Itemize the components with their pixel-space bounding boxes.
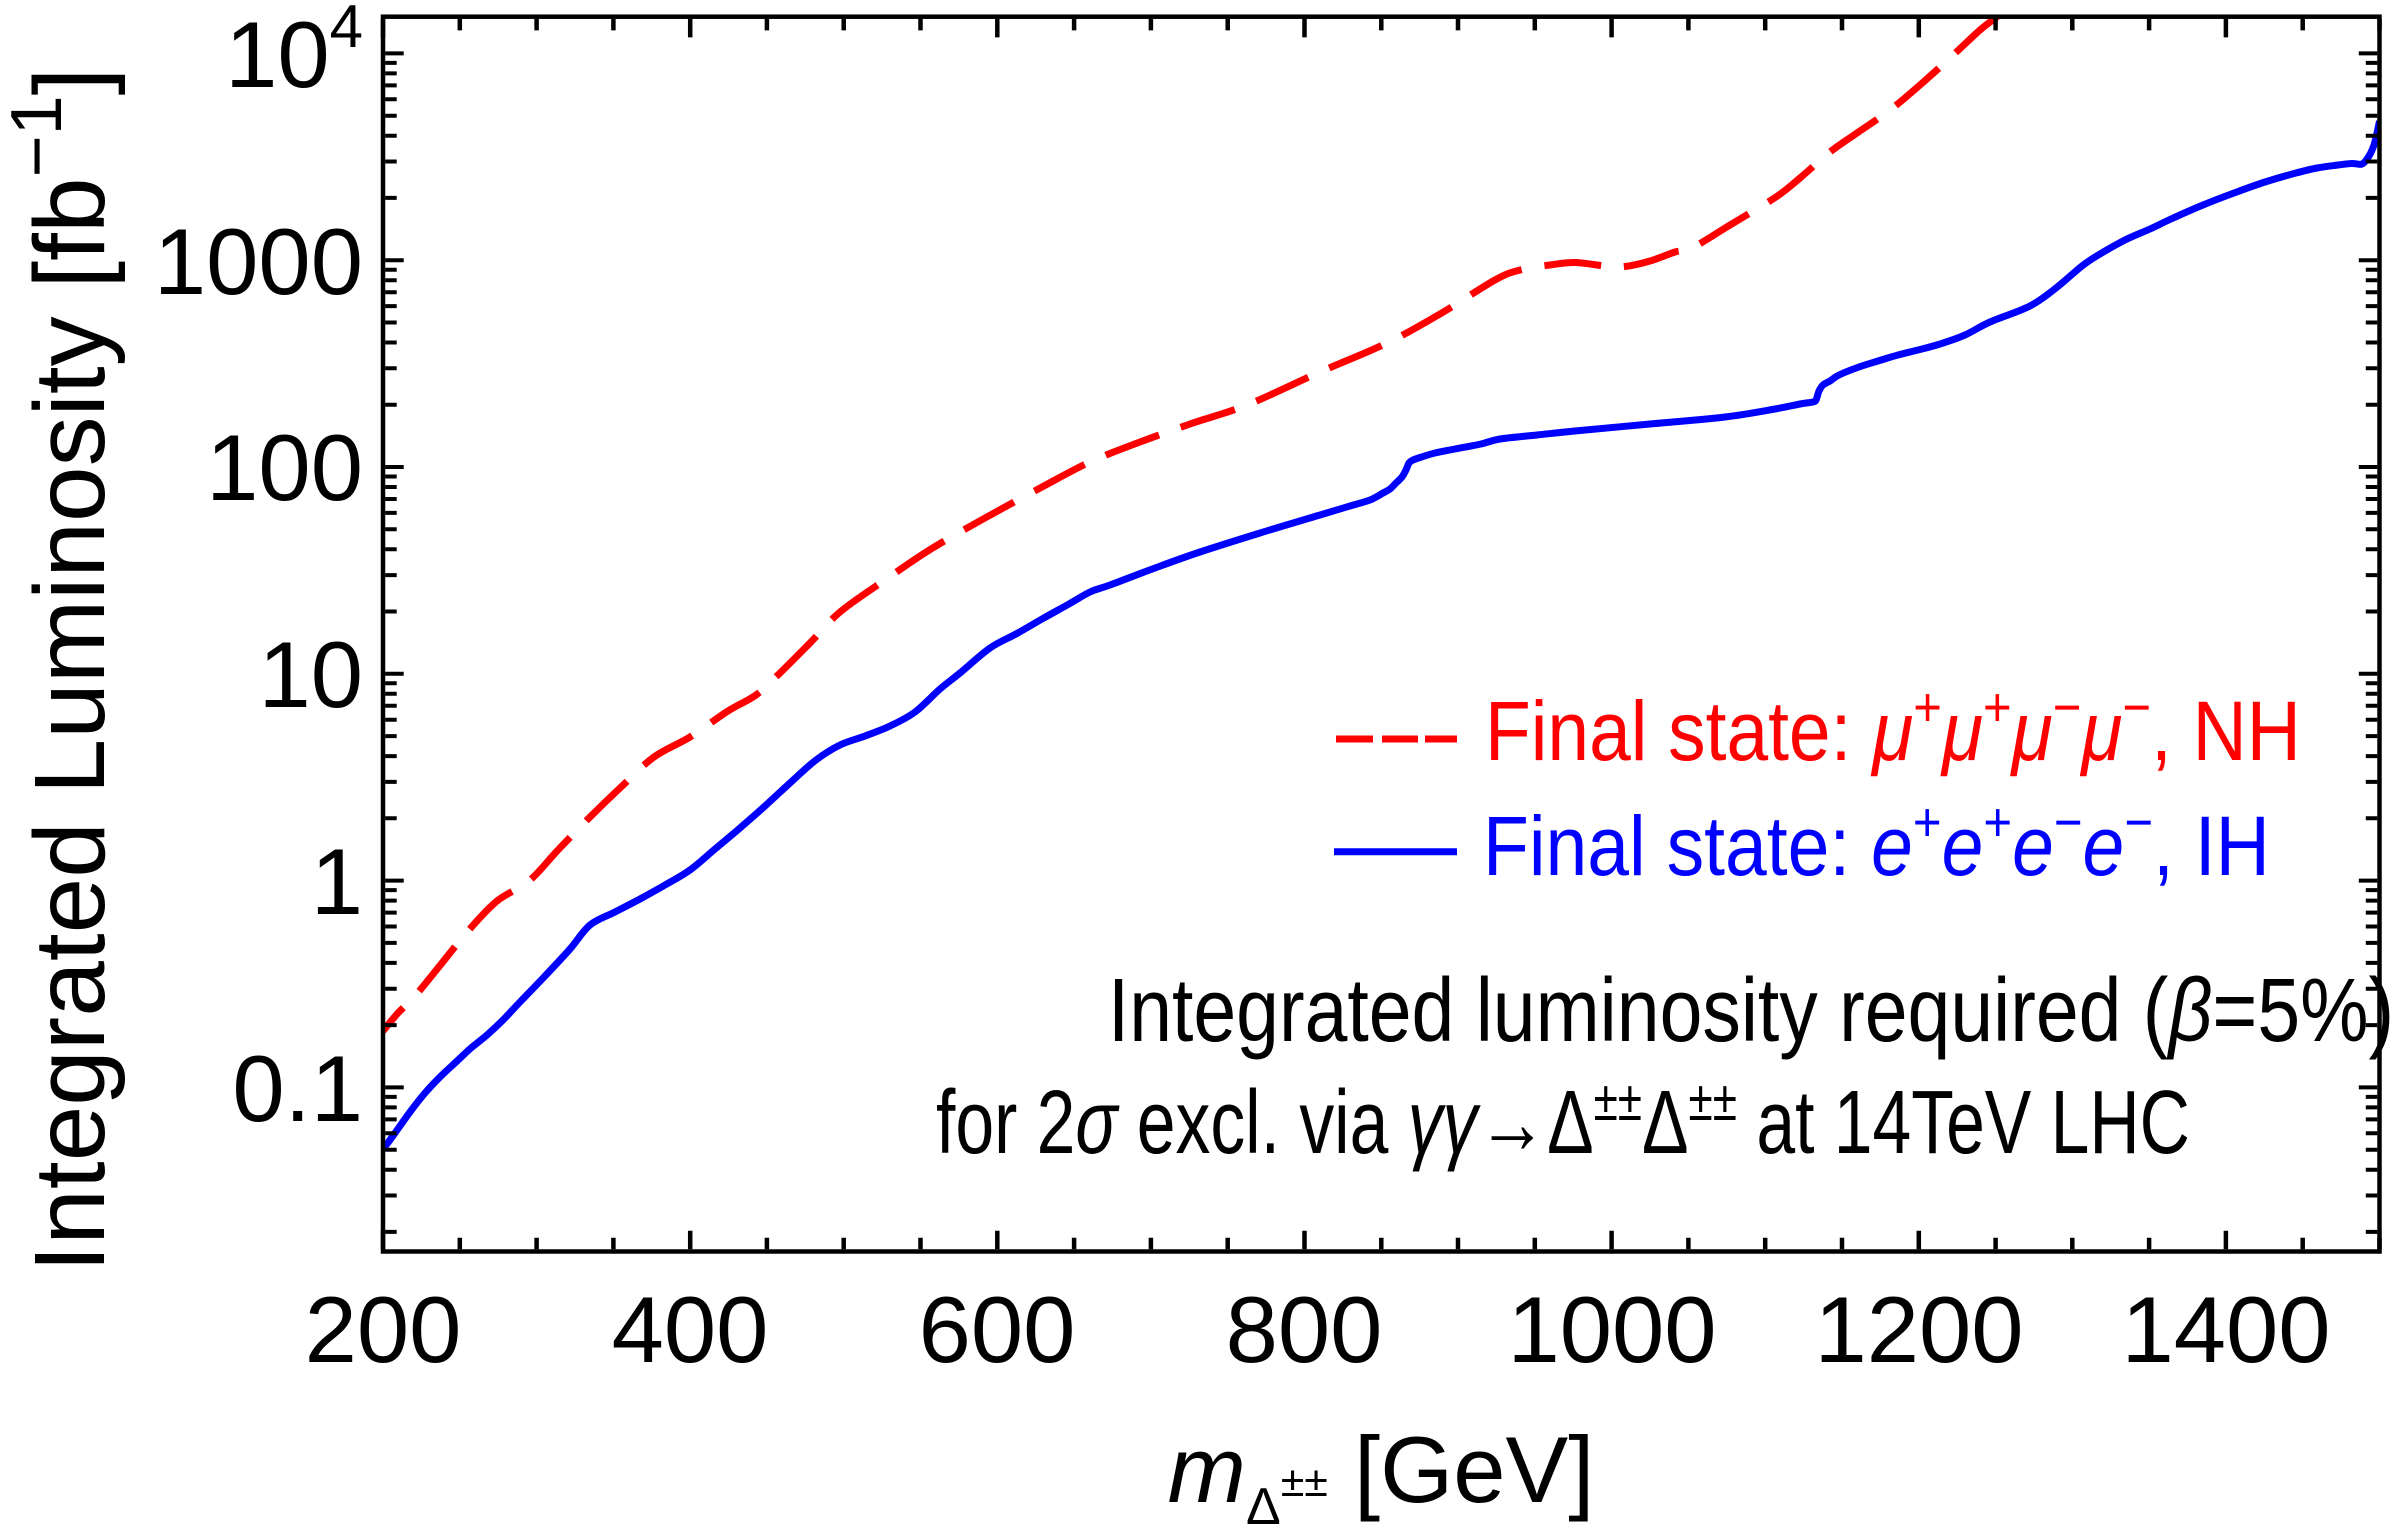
svg-text:800: 800 <box>1226 1277 1383 1382</box>
svg-text:10: 10 <box>258 622 363 727</box>
svg-text:1200: 1200 <box>1814 1277 2023 1382</box>
svg-text:Final state: μ+μ+μ−μ−, NH: Final state: μ+μ+μ−μ−, NH <box>1485 677 2301 777</box>
svg-text:0.1: 0.1 <box>232 1036 363 1141</box>
svg-text:600: 600 <box>919 1277 1076 1382</box>
svg-text:400: 400 <box>612 1277 769 1382</box>
svg-text:mΔ±± [GeV]: mΔ±± [GeV] <box>1168 1417 1595 1527</box>
svg-text:104: 104 <box>225 0 363 107</box>
svg-text:Integrated luminosity required: Integrated luminosity required (β=5%) <box>1108 959 2394 1060</box>
svg-text:100: 100 <box>206 415 363 520</box>
svg-text:200: 200 <box>305 1277 462 1382</box>
svg-text:Integrated Luminosity [fb−1]: Integrated Luminosity [fb−1] <box>0 68 126 1273</box>
svg-text:1000: 1000 <box>154 209 363 314</box>
svg-text:for 2σ excl. via γγ→Δ±±Δ±± at: for 2σ excl. via γγ→Δ±±Δ±± at 14TeV LHC <box>936 1069 2190 1174</box>
svg-text:1000: 1000 <box>1507 1277 1716 1382</box>
svg-text:1400: 1400 <box>2121 1277 2330 1382</box>
svg-text:1: 1 <box>311 829 363 934</box>
